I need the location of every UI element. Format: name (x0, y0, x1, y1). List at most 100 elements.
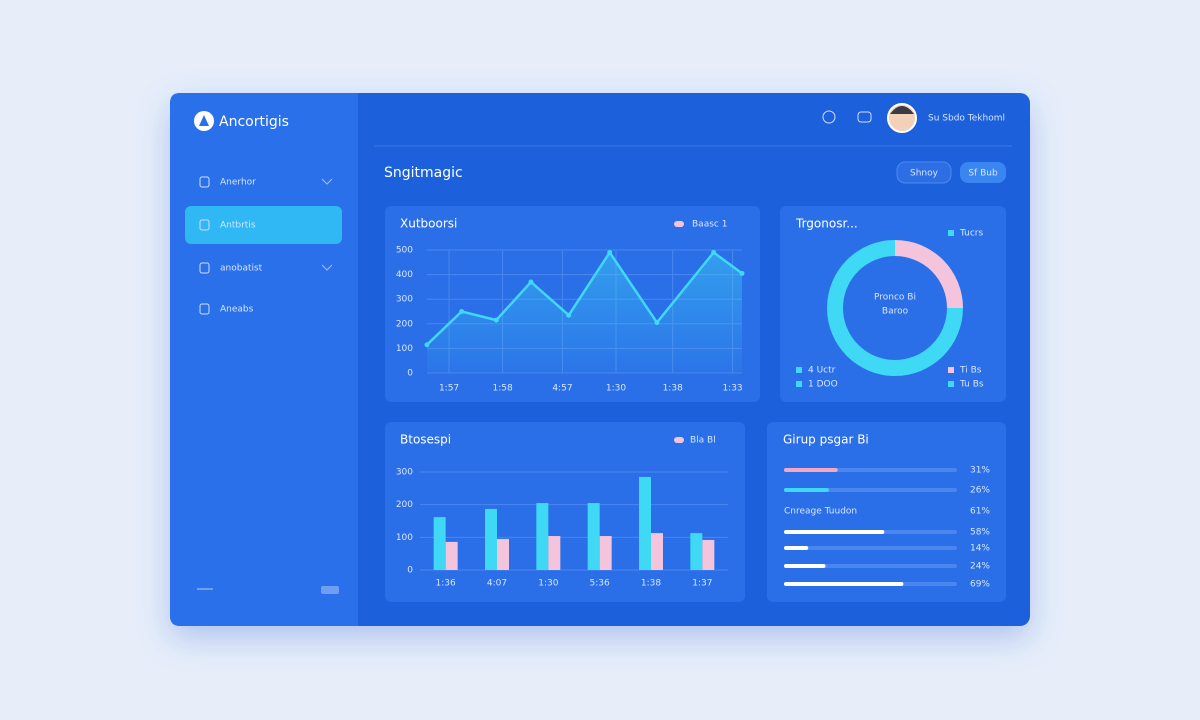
chart-title: Xutboorsi (400, 217, 457, 231)
point (566, 312, 572, 318)
legend-label: Tucrs (959, 229, 983, 239)
y-tick-label: 300 (396, 468, 413, 478)
x-tick-label: 4:57 (552, 384, 572, 394)
chart-title: Trgonosr... (795, 217, 858, 231)
card (780, 206, 1006, 402)
donut-center-label: Baroo (882, 307, 909, 317)
avatar-hair (890, 106, 914, 114)
nav-icon (199, 303, 210, 315)
progress-track (784, 546, 957, 550)
point (424, 342, 430, 348)
progress-bar (784, 468, 838, 472)
nav-icon (199, 262, 210, 274)
nav-active[interactable] (185, 206, 342, 244)
sidebar-toggle[interactable] (321, 586, 339, 594)
card (767, 422, 1006, 602)
bar (702, 539, 715, 570)
sidebar-icon (197, 588, 213, 590)
x-tick-label: 5:36 (590, 579, 610, 589)
y-tick-label: 0 (407, 566, 413, 576)
bar (651, 533, 663, 570)
bar (485, 508, 497, 570)
bar (548, 536, 561, 570)
y-tick-label: 300 (396, 295, 413, 305)
nav-label[interactable]: Antbrtis (220, 221, 256, 231)
sidebar (170, 93, 358, 626)
legend-swatch (674, 437, 684, 443)
progress-bar (784, 564, 826, 568)
user-name: Su Sbdo Tekhoml (928, 114, 1005, 124)
y-tick-label: 200 (396, 319, 413, 329)
button[interactable] (896, 161, 952, 184)
progress-bar (784, 582, 904, 586)
point (654, 320, 660, 326)
progress-bar (784, 488, 829, 492)
progress-label: 58% (970, 528, 990, 538)
x-tick-label: 1:36 (436, 579, 456, 589)
card-title: Girup psgar Bi (783, 433, 869, 447)
bar (497, 538, 509, 570)
legend-swatch (796, 367, 802, 373)
point (528, 279, 534, 285)
x-tick-label: 1:38 (663, 384, 683, 394)
nav-icon (199, 176, 210, 188)
line-area (427, 252, 742, 373)
point (459, 309, 465, 314)
progress-note: Cnreage Tuudon (784, 507, 857, 517)
y-tick-label: 100 (396, 533, 413, 543)
nav-label[interactable]: Anerhor (220, 178, 256, 188)
progress-note-value: 61% (970, 507, 990, 517)
button-label: Sf Bub (968, 169, 998, 179)
search-icon[interactable] (822, 110, 836, 124)
x-tick-label: 1:30 (606, 384, 626, 394)
donut-segment (895, 240, 963, 308)
brand: Ancortigis (219, 114, 289, 130)
point (739, 270, 745, 276)
legend-swatch (674, 221, 684, 227)
progress-label: 26% (970, 486, 990, 496)
legend-label: Ti Bs (959, 366, 982, 376)
chevron (321, 264, 333, 271)
progress-label: 24% (970, 562, 990, 572)
y-tick-label: 400 (396, 270, 413, 280)
legend-label: 1 DOO (808, 380, 838, 390)
donut-center-label: Pronco Bi (874, 293, 916, 303)
x-tick-label: 1:57 (439, 384, 459, 394)
y-tick-label: 500 (396, 246, 413, 256)
x-tick-label: 1:38 (641, 579, 661, 589)
progress-bar (784, 530, 885, 534)
x-tick-label: 1:37 (692, 579, 712, 589)
y-tick-label: 100 (396, 344, 413, 354)
nav-label[interactable]: Aneabs (220, 305, 254, 315)
chevron (321, 178, 333, 185)
x-tick-label: 4:07 (487, 579, 507, 589)
x-tick-label: 1:58 (492, 384, 512, 394)
bar (690, 533, 703, 570)
legend-swatch (796, 381, 802, 387)
legend-swatch (948, 367, 954, 373)
point (711, 249, 717, 255)
legend-label: Bla Bl (690, 436, 716, 446)
point (607, 249, 613, 255)
progress-label: 69% (970, 580, 990, 590)
bar (536, 503, 549, 570)
x-tick-label: 1:30 (538, 579, 558, 589)
legend-label: Tu Bs (959, 380, 984, 390)
bar (639, 476, 651, 570)
progress-label: 14% (970, 544, 990, 554)
bar (587, 503, 600, 570)
y-tick-label: 0 (407, 369, 413, 379)
bar (445, 541, 458, 570)
message-icon[interactable] (857, 111, 872, 123)
point (493, 317, 499, 323)
legend-swatch (948, 381, 954, 387)
x-tick-label: 1:33 (722, 384, 742, 394)
button[interactable] (960, 162, 1006, 183)
progress-track (784, 564, 957, 568)
card (385, 422, 745, 602)
nav-label[interactable]: anobatist (220, 264, 263, 274)
bar (433, 517, 446, 570)
nav-icon (199, 219, 210, 231)
